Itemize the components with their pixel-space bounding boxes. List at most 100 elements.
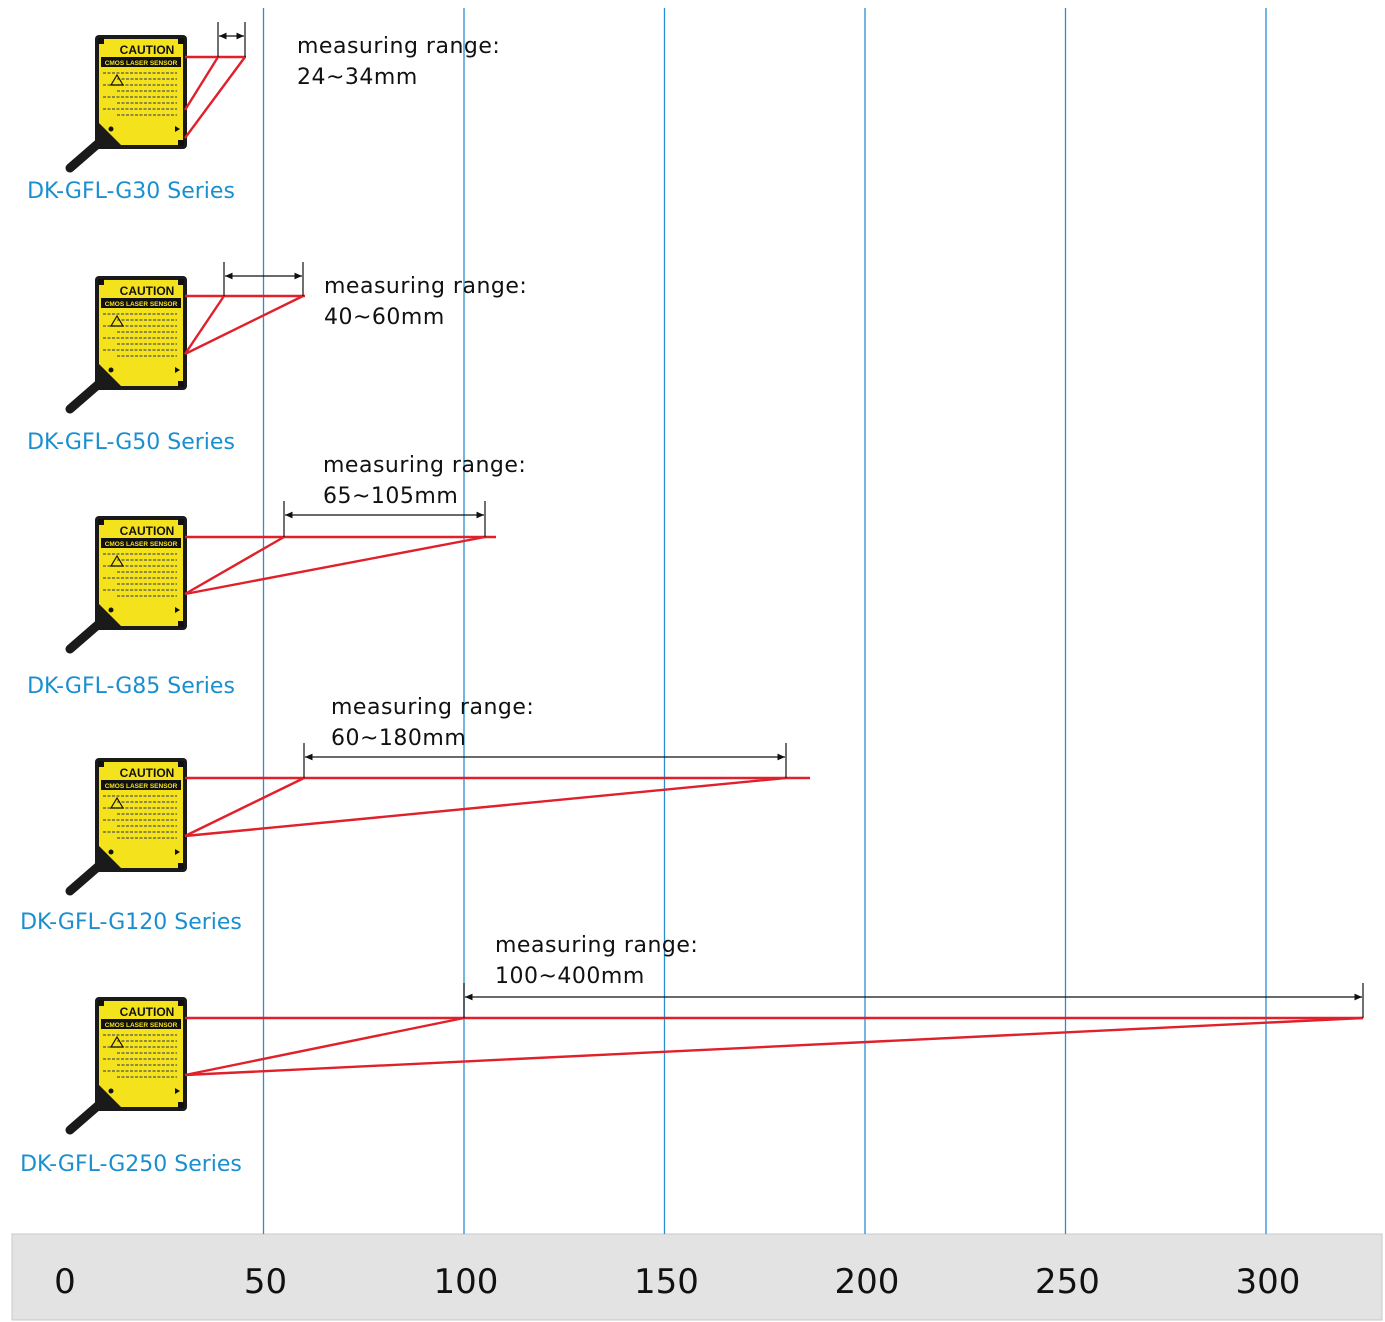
mount-hole-icon	[98, 519, 104, 525]
play-arrow-icon	[175, 849, 180, 855]
mount-hole-icon	[178, 381, 184, 387]
sensor-fine-print	[103, 795, 177, 839]
range-label: measuring range:	[323, 453, 526, 478]
mount-hole-icon	[98, 761, 104, 767]
axis-tick-label: 50	[244, 1262, 287, 1302]
sensor-model-strip-text: CMOS LASER SENSOR	[105, 301, 178, 308]
sensor-label-strip	[101, 538, 181, 548]
laser-near-reflection	[184, 535, 285, 596]
range-value: 24~34mm	[297, 65, 418, 90]
sensor-row: CAUTION CMOS LASER SENSOR measuring range:…	[27, 453, 526, 699]
axis-ticks: 0 50 100 150 200 250 300	[54, 1262, 1300, 1302]
sensor-model-strip-text: CMOS LASER SENSOR	[105, 60, 178, 67]
laser-warning-icon	[109, 73, 125, 86]
range-dimension	[223, 262, 304, 296]
sensor-row: CAUTION CMOS LASER SENSOR measuring range:…	[27, 22, 500, 204]
laser-warning-icon	[109, 796, 125, 809]
play-arrow-icon	[175, 1088, 180, 1094]
sensor-label-strip	[101, 57, 181, 67]
laser-warning-icon	[109, 1035, 125, 1048]
mount-hole-icon	[178, 279, 184, 285]
axis-tick-label: 250	[1035, 1262, 1100, 1302]
mount-hole-icon	[178, 38, 184, 44]
sensor-caution-text: CAUTION	[120, 1005, 175, 1019]
axis-tick-label: 0	[54, 1262, 76, 1302]
laser-near-reflection	[184, 776, 305, 838]
play-arrow-icon	[175, 126, 180, 132]
sensor-row: CAUTION CMOS LASER SENSOR measuring range:…	[27, 262, 527, 455]
range-label: measuring range:	[324, 274, 527, 299]
range-value: 65~105mm	[323, 484, 458, 509]
sensor-rows: CAUTION CMOS LASER SENSOR measuring range:…	[20, 22, 1364, 1177]
laser-warning-icon	[109, 314, 125, 327]
sensor-model-strip-text: CMOS LASER SENSOR	[105, 541, 178, 548]
laser-near-reflection	[184, 1016, 465, 1077]
laser-far-reflection	[184, 56, 246, 139]
series-label: DK-GFL-G30 Series	[27, 179, 235, 204]
indicator-led-icon	[108, 849, 114, 855]
axis-tick-label: 200	[835, 1262, 900, 1302]
play-arrow-icon	[175, 367, 180, 373]
indicator-led-icon	[108, 126, 114, 132]
mount-hole-icon	[178, 1000, 184, 1006]
axis-tick-label: 150	[634, 1262, 699, 1302]
mount-hole-icon	[178, 140, 184, 146]
laser-beams	[184, 1016, 1364, 1077]
range-value: 40~60mm	[324, 305, 445, 330]
sensor-label-strip	[101, 780, 181, 790]
sensor-row: CAUTION CMOS LASER SENSOR measuring range:…	[20, 695, 810, 935]
laser-beams	[184, 294, 305, 356]
mount-hole-icon	[178, 621, 184, 627]
axis-band	[11, 1233, 1383, 1321]
range-dimension	[283, 501, 486, 537]
laser-far-reflection	[184, 535, 486, 596]
sensor-fine-print	[103, 553, 177, 597]
mount-hole-icon	[178, 863, 184, 869]
series-label: DK-GFL-G85 Series	[27, 674, 235, 699]
range-value: 60~180mm	[331, 726, 466, 751]
laser-beams	[184, 776, 810, 838]
sensor-caution-text: CAUTION	[120, 284, 175, 298]
mount-hole-icon	[178, 519, 184, 525]
range-label: measuring range:	[297, 34, 500, 59]
indicator-led-icon	[108, 607, 114, 613]
laser-far-reflection	[184, 294, 304, 356]
sensor-caution-text: CAUTION	[120, 43, 175, 57]
sensor-row: CAUTION CMOS LASER SENSOR measuring range:…	[20, 933, 1364, 1177]
mount-hole-icon	[98, 279, 104, 285]
indicator-led-icon	[108, 1088, 114, 1094]
range-dimension	[463, 983, 1364, 1018]
sensor-label-strip	[101, 1019, 181, 1029]
laser-near-reflection	[183, 56, 220, 111]
axis-tick-label: 300	[1236, 1262, 1301, 1302]
indicator-led-icon	[108, 367, 114, 373]
mount-hole-icon	[98, 38, 104, 44]
laser-beams	[183, 55, 246, 139]
play-arrow-icon	[175, 607, 180, 613]
sensor-fine-print	[103, 1034, 177, 1078]
mount-hole-icon	[178, 1102, 184, 1108]
range-dimension	[217, 22, 246, 57]
range-label: measuring range:	[331, 695, 534, 720]
mount-hole-icon	[98, 1000, 104, 1006]
range-value: 100~400mm	[495, 964, 645, 989]
sensor-model-strip-text: CMOS LASER SENSOR	[105, 783, 178, 790]
mount-hole-icon	[178, 761, 184, 767]
laser-beams	[184, 535, 496, 596]
laser-near-reflection	[184, 295, 225, 355]
sensor-caution-text: CAUTION	[120, 766, 175, 780]
gridlines	[262, 8, 1267, 1234]
sensor-fine-print	[103, 313, 177, 357]
laser-warning-icon	[109, 554, 125, 567]
series-label: DK-GFL-G120 Series	[20, 910, 242, 935]
sensor-model-strip-text: CMOS LASER SENSOR	[105, 1022, 178, 1029]
series-label: DK-GFL-G250 Series	[20, 1152, 242, 1177]
range-dimension	[303, 743, 787, 778]
range-label: measuring range:	[495, 933, 698, 958]
laser-far-reflection	[184, 776, 787, 838]
laser-far-reflection	[184, 1016, 1364, 1077]
sensor-fine-print	[103, 72, 177, 116]
sensor-caution-text: CAUTION	[120, 524, 175, 538]
sensor-label-strip	[101, 298, 181, 308]
